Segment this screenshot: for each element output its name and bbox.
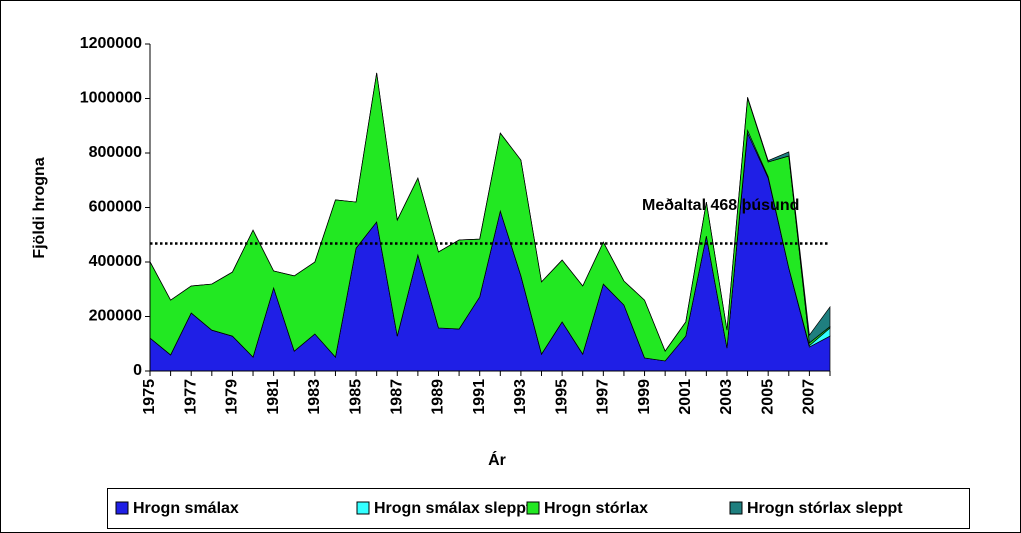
legend-swatch [526, 501, 540, 515]
x-tick-label: 1991 [471, 379, 488, 415]
x-tick-label: 1999 [636, 379, 653, 415]
y-tick-label: 1000000 [80, 90, 142, 107]
x-tick-label: 2007 [801, 379, 818, 415]
x-tick-label: 1993 [512, 379, 529, 415]
legend-swatch [729, 501, 743, 515]
legend-label: Hrogn stórlax [544, 500, 648, 517]
x-tick-label: 1979 [224, 379, 241, 415]
x-tick-label: 2005 [759, 379, 776, 415]
x-tick-label: 1995 [553, 379, 570, 415]
x-tick-label: 1985 [347, 379, 364, 415]
x-tick-label: 2001 [677, 379, 694, 415]
y-tick-label: 800000 [89, 144, 142, 161]
annotation: Meðaltal 468 þúsund [642, 197, 799, 214]
x-tick-label: 1987 [388, 379, 405, 415]
legend-swatch [356, 501, 370, 515]
x-tick-label: 1977 [182, 379, 199, 415]
x-tick-label: 1981 [265, 379, 282, 415]
x-tick-label: 1983 [306, 379, 323, 415]
y-axis-title: Fjöldi hrogna [31, 157, 48, 258]
area [149, 72, 831, 352]
legend-swatch [115, 501, 129, 515]
legend-label: Hrogn stórlax sleppt [747, 500, 903, 517]
x-tick-label: 2003 [718, 379, 735, 415]
y-tick-label: 600000 [89, 199, 142, 216]
y-tick-label: 1200000 [80, 35, 142, 52]
y-tick-label: 200000 [89, 308, 142, 325]
x-tick-label: 1975 [141, 379, 158, 415]
legend-label: Hrogn smálax [133, 500, 239, 517]
y-tick-label: 400000 [89, 253, 142, 270]
x-tick-label: 1997 [595, 379, 612, 415]
y-tick-label: 0 [133, 362, 142, 379]
x-axis-title: Ár [488, 450, 506, 469]
x-tick-label: 1989 [430, 379, 447, 415]
legend-label: Hrogn smálax sleppt [374, 500, 532, 517]
